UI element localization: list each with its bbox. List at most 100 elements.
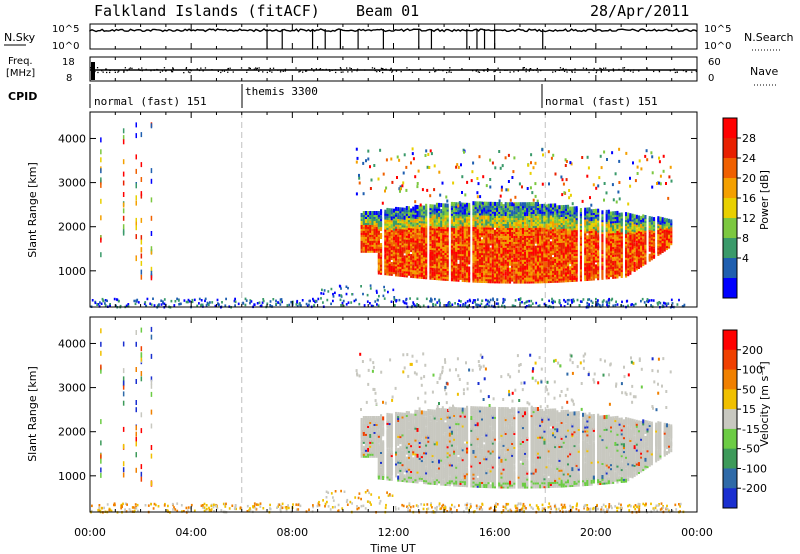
nave-dot (552, 71, 554, 73)
near-range-echo (650, 299, 653, 302)
sparse-echo (402, 171, 405, 175)
echo-cell (562, 270, 565, 275)
echo-cell (541, 203, 544, 208)
near-range-echo (355, 298, 357, 302)
nave-dot (346, 67, 348, 69)
echo-cell (476, 201, 479, 206)
sparse-echo (489, 158, 492, 162)
sparse-echo (405, 165, 408, 169)
sparse-echo (429, 194, 432, 198)
echo-cell (592, 209, 595, 213)
echo-cell (511, 202, 514, 207)
near-range-echo (485, 298, 487, 302)
nave-dot (487, 68, 489, 71)
echo-cell (625, 226, 628, 230)
nave-dot (608, 70, 610, 72)
echo-cell (362, 219, 365, 223)
echo-cell (644, 226, 647, 231)
near-range-echo (91, 299, 94, 302)
echo-cell (468, 202, 471, 207)
echo-cell (586, 253, 589, 258)
near-range-echo (198, 297, 201, 301)
echo-cell (614, 256, 617, 261)
near-range-echo (94, 301, 97, 305)
nave-dot (189, 69, 191, 71)
sparse-echo (381, 201, 384, 205)
nave-dot (658, 69, 660, 71)
echo-cell (377, 252, 380, 257)
nave-dot (446, 71, 448, 74)
echo-cell (605, 233, 608, 238)
nave-dot (200, 67, 202, 69)
echo-cell (579, 239, 582, 244)
freq-start-mark (91, 62, 95, 80)
near-range-echo (586, 301, 589, 305)
echo-cell (390, 208, 393, 213)
nave-dot (535, 69, 538, 71)
nave-dot (599, 67, 601, 69)
echo-cell (420, 205, 423, 210)
nave-dot (691, 71, 693, 73)
freq-label-1: Freq. (8, 56, 33, 67)
sparse-echo (489, 185, 492, 189)
nave-dot (632, 71, 634, 73)
echo-cell (509, 267, 512, 272)
echo-cell (530, 253, 533, 258)
sparse-echo (614, 172, 617, 176)
echo-cell (453, 253, 456, 258)
sparse-echo (446, 199, 449, 203)
sparse-echo (600, 166, 603, 170)
nave-dot (448, 71, 450, 73)
nave-dot (262, 71, 264, 73)
near-range-echo (667, 302, 670, 305)
echo-cell (661, 235, 664, 240)
near-range-echo (334, 291, 336, 295)
echo-cell (483, 201, 486, 206)
echo-cell (410, 208, 413, 213)
nave-dot (477, 71, 479, 73)
near-range-echo (187, 298, 190, 302)
echo-cell (433, 252, 436, 257)
sparse-echo (656, 182, 658, 185)
sparse-echo (629, 176, 631, 180)
nave-dot (196, 68, 198, 70)
echo-cell (390, 262, 393, 266)
echo-cell (545, 205, 548, 210)
near-range-echo (296, 304, 299, 308)
cpid-mode-2: normal (fast) 151 (545, 95, 658, 108)
echo-cell (633, 252, 636, 256)
near-range-echo (327, 290, 330, 293)
near-range-echo (502, 297, 505, 301)
nave-dot (145, 68, 147, 71)
echo-cell (461, 232, 464, 237)
nave-dot (563, 69, 565, 71)
nave-dot (295, 67, 297, 69)
near-range-echo (369, 284, 372, 287)
nave-dot (105, 68, 108, 70)
echo-cell (420, 233, 423, 238)
echo-cell (633, 261, 636, 266)
near-range-echo (457, 303, 459, 306)
sparse-echo (665, 182, 667, 185)
sparse-echo (379, 148, 382, 152)
nave-dot (532, 69, 534, 71)
nave-dot (483, 70, 485, 72)
echo-cell (618, 212, 621, 217)
near-range-echo (104, 304, 107, 307)
nave-dot (483, 69, 485, 71)
echo-cell (567, 262, 570, 267)
nave-dot (163, 67, 166, 69)
nave-dot (380, 67, 383, 69)
echo-cell (502, 204, 505, 209)
echo-cell (491, 263, 494, 268)
echo-cell (532, 253, 535, 258)
nave-dot (329, 70, 331, 72)
nave-dot (504, 69, 506, 71)
sparse-echo (618, 197, 621, 201)
echo-cell (392, 240, 395, 245)
near-range-echo (369, 287, 372, 290)
sparse-echo (638, 159, 641, 163)
near-range-echo (133, 299, 136, 303)
echo-cell (534, 202, 537, 206)
sparse-echo (472, 161, 475, 165)
